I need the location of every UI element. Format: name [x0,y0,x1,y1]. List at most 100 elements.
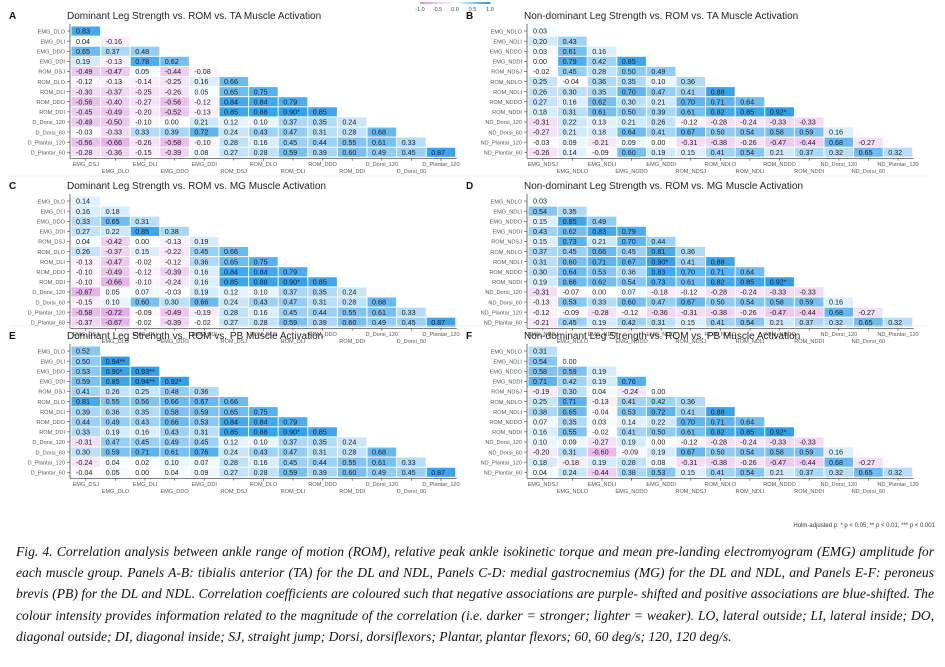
heatmap-cell [101,356,130,366]
heatmap-cell [587,257,617,267]
cell-value: 0.54 [740,448,754,457]
cell-value: 0.35 [563,417,577,426]
heatmap-cell [617,407,646,417]
cell-value: 0.44 [651,237,665,246]
heatmap-cell [249,147,278,157]
cell-value: -0.02 [533,67,549,76]
heatmap-cell [426,317,456,327]
legend-gradient-segment [458,2,461,4]
cell-value: -0.12 [681,118,697,127]
panel-letter: F [466,331,472,342]
heatmap-cell [617,66,646,76]
legend-gradient-segment [455,2,458,4]
heatmap-cell [189,97,219,107]
cell-value: 0.68 [829,308,843,317]
heatmap-cell [189,236,219,246]
heatmap-cell [883,467,913,477]
heatmap-cell [308,307,337,317]
heatmap-cell [101,447,130,457]
heatmap-cell [735,137,765,147]
heatmap-cell [130,397,160,407]
cell-value: 0.41 [711,148,725,157]
row-label: EMG_NDDI [492,380,522,386]
cell-value: -0.13 [533,298,549,307]
col-label: ROM_DDO [308,162,337,168]
row-label: ND_Plantar_120 [481,140,522,146]
heatmap-cell [101,117,130,127]
cell-value: 0.04 [76,237,90,246]
cell-value: 0.28 [224,458,238,467]
heatmap-cell [101,206,130,216]
heatmap-cell [101,407,130,417]
heatmap-cell [765,447,794,457]
cell-value: 0.53 [651,468,665,477]
legend-gradient-segment [449,2,452,4]
cell-value: -0.38 [711,308,727,317]
heatmap-cell [160,257,189,267]
cell-value: 0.16 [563,97,577,106]
heatmap-cell [219,267,249,277]
heatmap-cell [249,427,278,437]
heatmap-cell [337,297,367,307]
cell-value: 0.38 [165,227,179,236]
heatmap-cell [587,87,617,97]
cell-value: 0.60 [622,148,636,157]
heatmap-cell [676,247,706,257]
heatmap-cell [735,437,765,447]
heatmap-cell [676,407,706,417]
heatmap-cell [130,366,160,376]
heatmap-cell [646,137,676,147]
heatmap-cell [101,277,130,287]
cell-value: -0.26 [165,87,181,96]
row-label: ND_Dorsi_60 [488,450,522,456]
cell-value: 0.66 [563,278,577,287]
heatmap-cell [587,386,617,396]
col-label: ROM_NDSJ [675,489,706,495]
heatmap-cell [558,317,587,327]
heatmap-cell [765,457,794,467]
cell-value: 0.09 [622,138,636,147]
heatmap-cell [587,117,617,127]
heatmap-cell [219,147,249,157]
row-label: ND_Plantar_120 [481,310,522,316]
cell-value: 0.58 [770,298,784,307]
heatmap-cell [71,26,101,36]
legend-tick-label: -1.0 [415,7,424,13]
col-label: ROM_NDSJ [675,169,706,175]
cell-value: 0.14 [622,417,636,426]
heatmap-cell [676,107,706,117]
cell-value: 0.39 [165,128,179,137]
cell-value: 0.61 [372,138,386,147]
cell-value: 0.37 [283,288,297,297]
heatmap-cell [587,267,617,277]
cell-value: -0.15 [76,298,92,307]
heatmap-cell [219,277,249,287]
cell-value: 0.60 [563,257,577,266]
cell-value: 0.24 [342,118,356,127]
heatmap-cell [219,467,249,477]
cell-value: 0.31 [651,318,665,327]
cell-value: 0.47 [651,87,665,96]
col-label: ROM_NDDI [794,339,824,345]
heatmap-cell [528,226,558,236]
heatmap-cell [587,107,617,117]
cell-value: 0.88 [711,87,725,96]
cell-value: 0.21 [194,118,208,127]
cell-value: 0.64 [563,267,577,276]
cell-value: 0.65 [106,217,120,226]
cell-value: 0.54 [740,128,754,137]
heatmap-cell [249,297,278,307]
heatmap-cell [765,307,794,317]
heatmap-cell [160,127,189,137]
legend-gradient-segment [420,2,423,4]
cell-value: -0.31 [681,138,697,147]
legend-gradient-segment [425,2,428,4]
heatmap-cell [71,437,101,447]
heatmap-cell [278,127,308,137]
row-label: ROM_DDI [39,280,65,286]
legend-gradient-segment [442,2,445,4]
row-label: ROM_NDLI [493,90,522,96]
cell-value: 0.16 [829,448,843,457]
row-label: EMG_DDI [40,230,66,236]
col-label: EMG_DLI [133,332,158,338]
